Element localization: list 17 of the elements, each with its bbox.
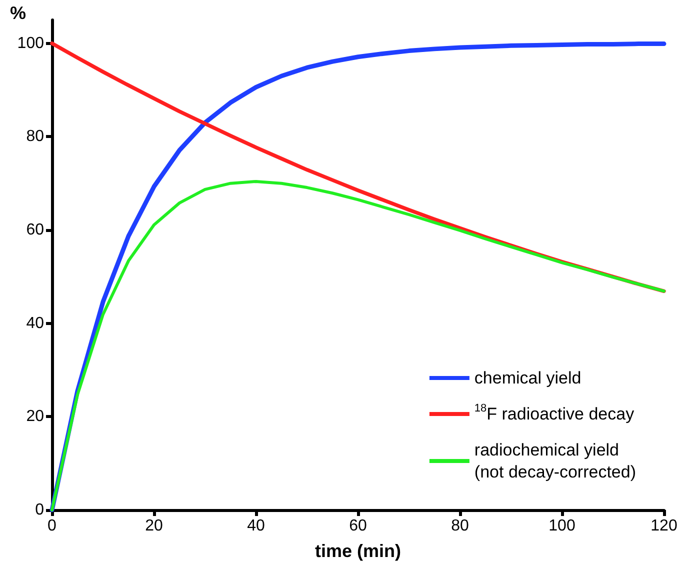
- y-tick-label: 60: [26, 222, 44, 238]
- x-tick-label: 40: [247, 518, 265, 534]
- x-axis-title: time (min): [314, 541, 402, 561]
- x-tick-label: 60: [349, 518, 367, 534]
- x-tick-label: 80: [451, 518, 469, 534]
- x-tick-label: 100: [548, 518, 576, 534]
- y-tick-label: 0: [35, 502, 44, 518]
- y-tick-label: 20: [26, 408, 44, 426]
- x-tick-label: 20: [145, 518, 163, 534]
- y-tick-label: 80: [26, 128, 44, 146]
- y-axis-title: %: [10, 3, 26, 23]
- x-tick-label: 0: [48, 518, 57, 534]
- y-tick-label: 40: [26, 314, 44, 332]
- y-tick-label: 100: [17, 34, 44, 52]
- legend-label: chemical yield: [474, 368, 582, 388]
- legend-label: radiochemical yield (not decay-corrected): [474, 440, 636, 482]
- x-tick-label: 120: [650, 518, 678, 534]
